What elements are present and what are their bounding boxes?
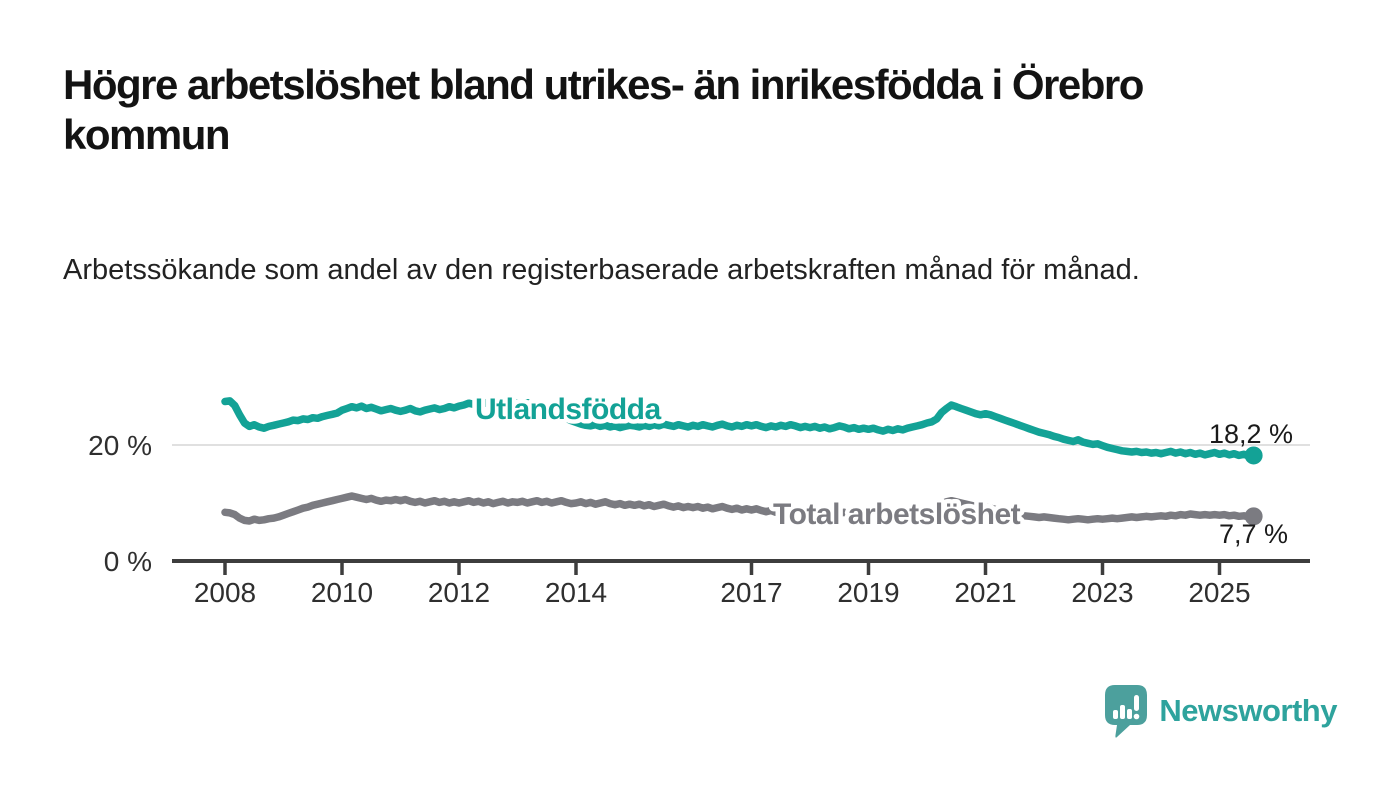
- x-tick-label: 2010: [311, 577, 373, 608]
- x-tick-label: 2025: [1188, 577, 1250, 608]
- end-value-label-total: 7,7 %: [1219, 519, 1288, 549]
- x-tick-label: 2017: [720, 577, 782, 608]
- y-tick-label: 0 %: [104, 546, 152, 577]
- page-title: Högre arbetslöshet bland utrikes- än inr…: [63, 61, 1144, 158]
- x-tick-label: 2012: [428, 577, 490, 608]
- series-line-utlandsfodda: [221, 397, 1258, 460]
- x-tick-label: 2008: [194, 577, 256, 608]
- x-tick-label: 2023: [1071, 577, 1133, 608]
- newsworthy-logo-icon: [1105, 685, 1148, 738]
- page-subtitle: Arbetssökande som andel av den registerb…: [63, 254, 1140, 286]
- brand-name: Newsworthy: [1159, 693, 1337, 728]
- series-end-dot-utlandsfodda: [1244, 446, 1263, 465]
- x-tick-label: 2021: [954, 577, 1016, 608]
- series-end-dot-total: [1244, 507, 1263, 526]
- y-tick-label: 20 %: [88, 430, 152, 461]
- series-line-total: [221, 492, 1258, 525]
- series-label-total: Total arbetslöshet: [773, 498, 1021, 531]
- series-label-utlandsfodda: Utlandsfödda: [475, 393, 661, 426]
- x-tick-label: 2019: [837, 577, 899, 608]
- end-value-label-utlandsfodda: 18,2 %: [1209, 419, 1293, 449]
- newsworthy-brand: Newsworthy: [1104, 684, 1337, 738]
- x-tick-label: 2014: [545, 577, 607, 608]
